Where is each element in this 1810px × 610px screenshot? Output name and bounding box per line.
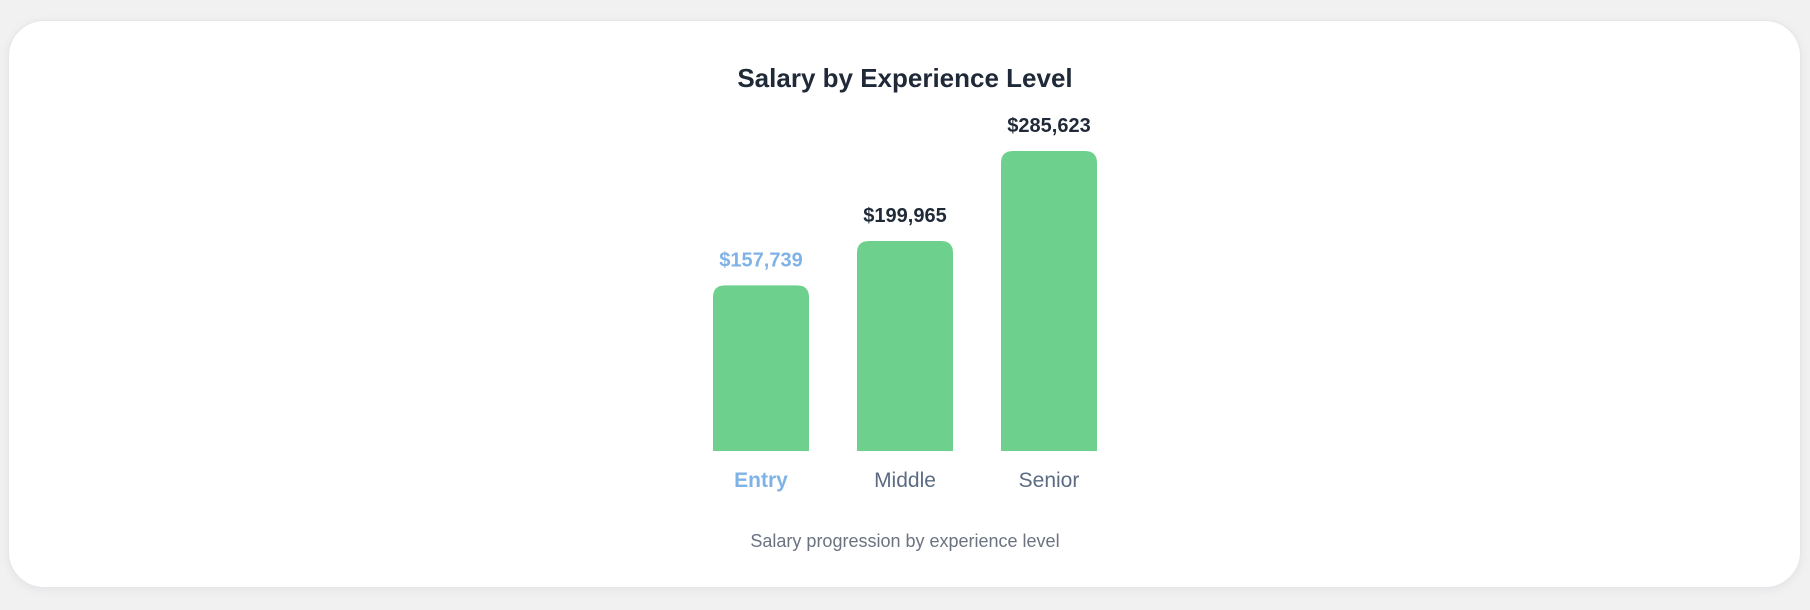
bar-senior[interactable] xyxy=(1001,151,1097,451)
chart-title: Salary by Experience Level xyxy=(737,63,1073,93)
category-label-middle: Middle xyxy=(874,469,936,492)
category-label-senior: Senior xyxy=(1019,469,1080,492)
bar-entry[interactable] xyxy=(713,285,809,451)
value-label-middle: $199,965 xyxy=(863,205,946,227)
value-label-senior: $285,623 xyxy=(1007,115,1090,137)
value-label-entry: $157,739 xyxy=(719,249,802,271)
bar-middle[interactable] xyxy=(857,240,953,451)
chart-caption: Salary progression by experience level xyxy=(750,531,1060,551)
category-label-entry: Entry xyxy=(734,469,788,492)
